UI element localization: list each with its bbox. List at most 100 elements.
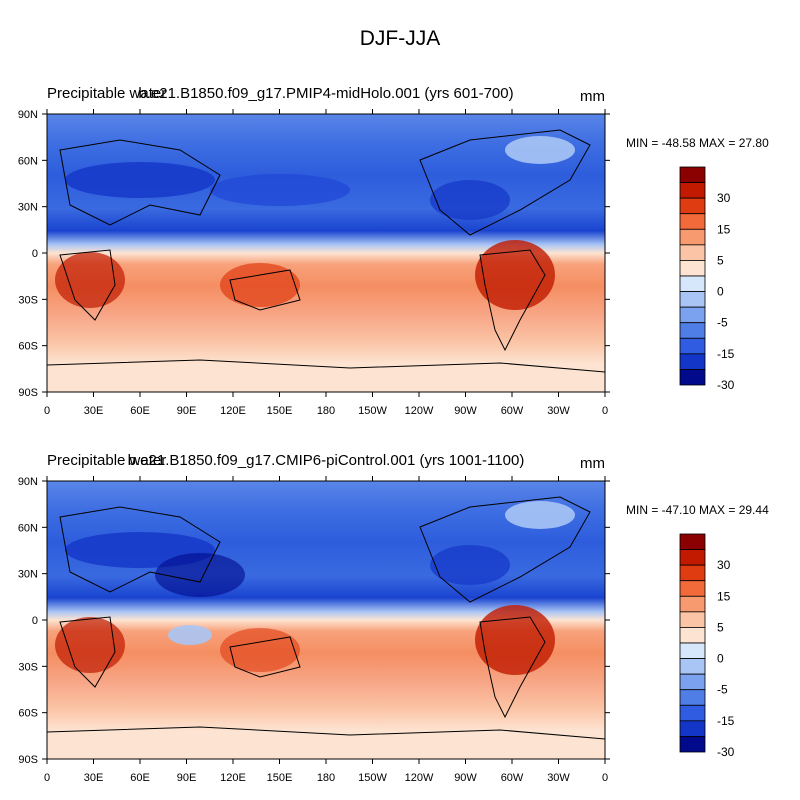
colorbar-swatch [679,306,706,324]
colorbar-label: 15 [717,222,731,236]
colorbar-label: 30 [717,558,731,572]
lon-tick-label: 30E [84,772,104,784]
lon-tick-label: 120E [220,405,246,417]
colorbar-swatch [679,564,706,582]
colorbar-label: -15 [717,347,735,361]
colorbar-swatch [679,197,706,215]
colorbar-swatch [679,736,706,753]
colorbar-label: -30 [717,378,735,392]
colorbar-label: 5 [717,620,724,634]
lat-tick-label: 60N [18,522,38,534]
map-field [47,481,605,759]
colorbar: 30 15 5 0 -5 -15 -30 [679,166,735,392]
lon-tick-label: 60E [130,772,150,784]
colorbar-label: -30 [717,745,735,759]
colorbar-swatch [679,369,706,386]
lon-tick-label: 30E [84,405,104,417]
coastline [59,139,221,226]
anomaly-patch [220,263,300,307]
map-panel-1: Precipitable water b.e21.B1850.f09_g17.P… [18,85,769,417]
map-field [47,114,605,392]
anomaly-patch [168,625,212,645]
coastline [59,616,116,688]
lon-tick-label: 150E [267,405,293,417]
map-panel-2: Precipitable water b.e21.B1850.f09_g17.C… [18,452,769,784]
coastline [229,269,301,311]
anomaly-patch [505,136,575,164]
colorbar-label: -5 [717,316,728,330]
coastline [47,726,605,740]
lat-tick-label: 0 [32,248,38,260]
coastline [59,506,221,593]
coastline [229,636,301,678]
lon-tick-label: 60E [130,405,150,417]
lon-tick-label: 150W [358,405,387,417]
lat-tick-label: 30S [18,661,38,673]
colorbar-swatch [679,627,706,644]
colorbar-swatch [679,353,706,370]
coastline [479,616,546,719]
lat-tick-label: 90S [18,754,38,766]
panel-units: mm [580,88,605,105]
anomaly-patch [210,174,350,206]
colorbar-swatch [679,228,706,246]
colorbar: 30 15 5 0 -5 -15 -30 [679,533,735,759]
colorbar-swatch [679,580,706,597]
colorbar-swatch [679,720,706,737]
colorbar-swatch [679,275,706,292]
panel-variable-title: Precipitable water [47,85,166,102]
colorbar-swatch [679,166,706,183]
lon-tick-label: 0 [44,405,50,417]
coastline [47,359,605,373]
lon-tick-label: 90W [454,405,477,417]
coastline [419,496,591,603]
colorbar-swatch [679,182,706,199]
colorbar-swatch [679,337,706,355]
anomaly-patch [505,501,575,529]
colorbar-swatch [679,595,706,613]
lat-tick-label: 0 [32,615,38,627]
panel-units: mm [580,455,605,472]
lon-tick-label: 0 [602,772,608,784]
colorbar-swatch [679,260,706,277]
lon-tick-label: 90W [454,772,477,784]
colorbar-swatch [679,213,706,230]
colorbar-label: -5 [717,683,728,697]
colorbar-label: 5 [717,253,724,267]
lon-tick-label: 150W [358,772,387,784]
lon-axis: 0 30E 60E 90E 120E 150E 180 150W 120W 90W 60W 30W 0 [44,109,608,417]
lon-tick-label: 0 [602,405,608,417]
figure-title: DJF-JJA [360,27,441,50]
lat-axis: 90N 60N 30N 0 30S 60S 90S [18,476,610,766]
panel-case-title: b.e21.B1850.f09_g17.PMIP4-midHolo.001 (y… [138,85,513,102]
lon-tick-label: 30W [547,405,570,417]
lat-tick-label: 60N [18,155,38,167]
anomaly-patch [475,240,555,310]
colorbar-swatch [679,322,706,339]
panel-min-max: MIN = -48.58 MAX = 27.80 [626,136,769,150]
coastline [59,249,116,321]
colorbar-swatch [679,658,706,675]
colorbar-swatch [679,611,706,628]
lon-axis: 0 30E 60E 90E 120E 150E 180 150W 120W 90W 60W 30W 0 [44,476,608,784]
anomaly-patch [430,545,510,585]
colorbar-swatch [679,673,706,691]
lat-axis: 90N 60N 30N 0 30S 60S 90S [18,109,610,399]
colorbar-label: 0 [717,285,724,299]
panel-variable-title: Precipitable water [47,452,166,469]
colorbar-swatch [679,689,706,706]
colorbar-swatch [679,244,706,261]
colorbar-swatch [679,642,706,659]
lon-tick-label: 0 [44,772,50,784]
lon-tick-label: 120W [405,405,434,417]
colorbar-swatch [679,704,706,722]
lon-tick-label: 120W [405,772,434,784]
colorbar-label: 30 [717,191,731,205]
colorbar-label: -15 [717,714,735,728]
colorbar-swatch [679,533,706,550]
anomaly-patch [475,605,555,675]
anomaly-patch [65,162,215,198]
coastline [419,129,591,236]
lat-tick-label: 90N [18,109,38,121]
